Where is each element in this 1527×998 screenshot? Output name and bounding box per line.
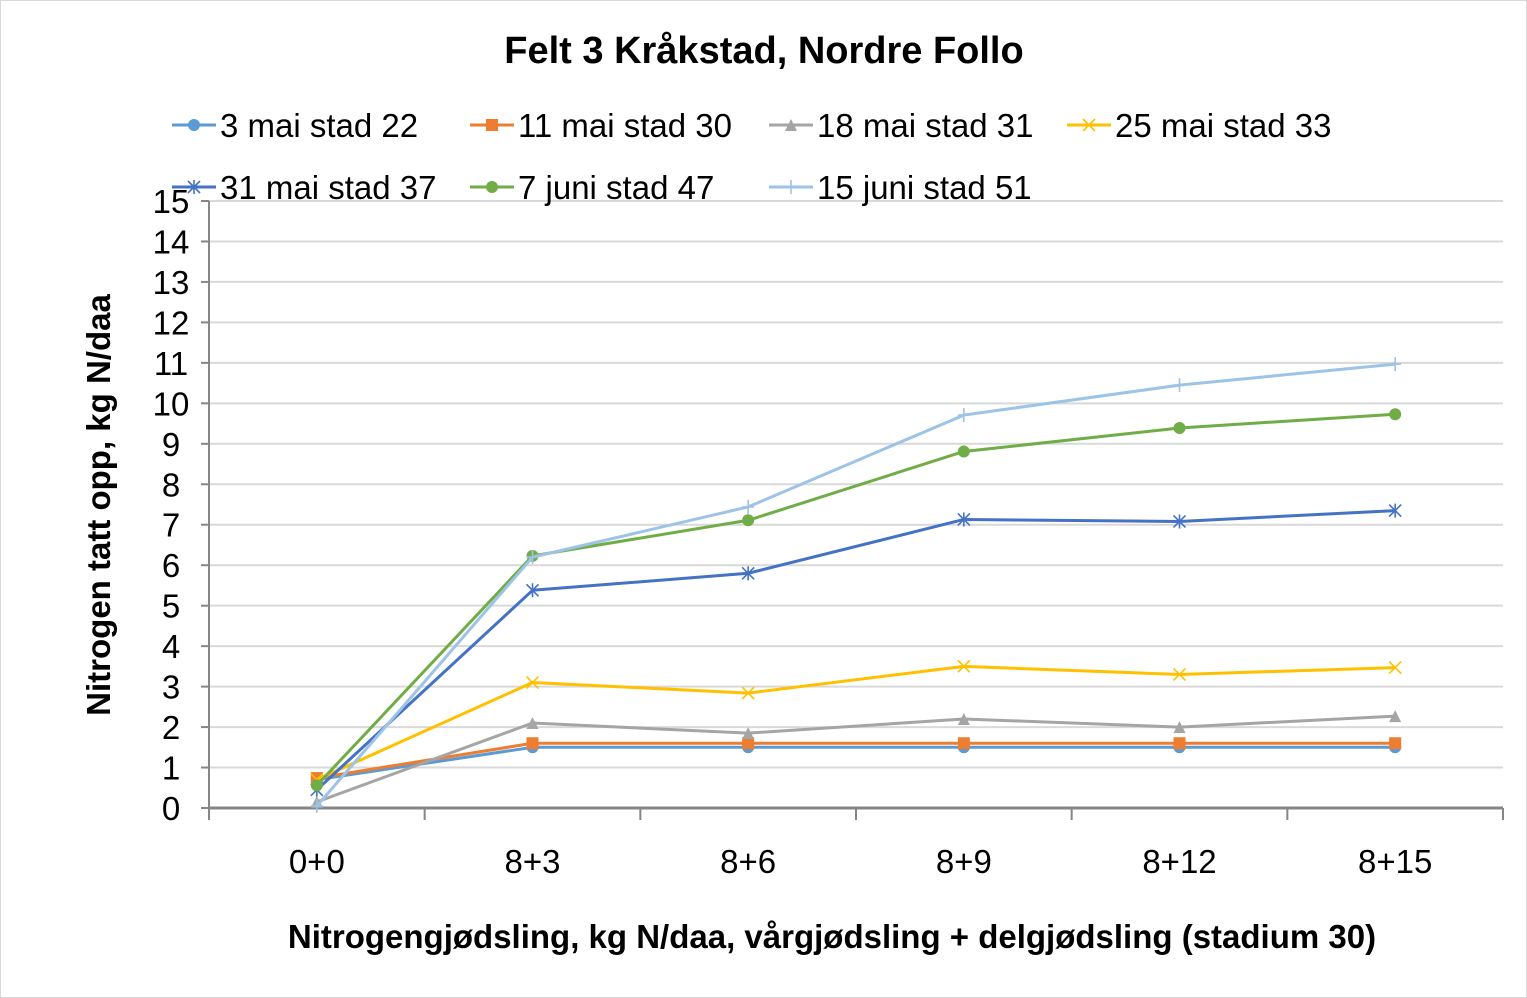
data-point <box>1173 422 1186 435</box>
series-line <box>315 509 1396 791</box>
x-tick-label: 8+3 <box>505 843 561 880</box>
data-point <box>486 119 498 131</box>
x-tick-label: 8+15 <box>1358 843 1432 880</box>
legend-label: 31 mai stad 37 <box>220 169 436 206</box>
data-point <box>957 445 970 458</box>
data-point <box>1173 737 1186 750</box>
x-axis-label: Nitrogengjødsling, kg N/daa, vårgjødslin… <box>288 918 1376 955</box>
data-point <box>526 737 539 750</box>
y-axis-label: Nitrogen tatt opp, kg N/daa <box>80 294 117 716</box>
legend-label: 18 mai stad 31 <box>817 107 1033 144</box>
legend-label: 11 mai stad 30 <box>518 107 732 144</box>
data-point <box>525 583 540 598</box>
legend-entry: 15 juni stad 51 <box>769 169 1032 206</box>
data-point <box>1389 408 1402 421</box>
series-line <box>315 412 1396 787</box>
series-7-juni-stad-47 <box>310 408 1402 792</box>
y-tick-label: 1 <box>162 750 180 787</box>
legend-entry: 25 mai stad 33 <box>1067 107 1331 144</box>
series-line <box>316 741 1396 780</box>
data-point <box>741 686 755 700</box>
y-tick-label: 14 <box>153 223 190 260</box>
data-point <box>525 675 540 690</box>
data-point <box>1389 357 1402 372</box>
legend-entry: 31 mai stad 37 <box>172 169 436 206</box>
y-tick-label: 6 <box>162 547 180 584</box>
data-point <box>785 119 797 131</box>
y-tick-label: 0 <box>162 790 180 827</box>
series-3-mai-stad-22 <box>310 741 1402 786</box>
y-tick-label: 8 <box>162 466 180 503</box>
x-tick-label: 8+12 <box>1142 843 1216 880</box>
legend-label: 7 juni stad 47 <box>518 169 714 206</box>
y-tick-label: 5 <box>162 588 180 625</box>
y-tick-label: 10 <box>153 385 190 422</box>
series-line <box>316 664 1396 782</box>
y-tick-label: 13 <box>153 264 190 301</box>
data-point <box>310 779 323 792</box>
data-point <box>526 550 539 565</box>
x-tick-label: 8+6 <box>720 843 776 880</box>
data-point <box>957 737 970 750</box>
data-point <box>957 659 971 673</box>
data-point <box>742 737 755 750</box>
y-tick-label: 9 <box>162 426 180 463</box>
data-point <box>957 408 970 423</box>
legend-label: 25 mai stad 33 <box>1115 107 1331 144</box>
data-point <box>526 717 539 730</box>
x-tick-label: 8+9 <box>936 843 992 880</box>
y-tick-label: 12 <box>153 304 190 341</box>
data-point <box>188 119 200 131</box>
legend-entry: 7 juni stad 47 <box>470 169 714 206</box>
series-18-mai-stad-31 <box>310 710 1402 808</box>
data-point <box>1082 118 1096 132</box>
data-point <box>1173 378 1186 393</box>
series-line <box>315 362 1396 807</box>
data-point <box>1389 737 1402 750</box>
y-tick-label: 11 <box>154 345 188 382</box>
data-point <box>957 512 971 527</box>
series-11-mai-stad-30 <box>310 737 1402 785</box>
data-point <box>1172 667 1187 682</box>
y-tick-label: 4 <box>162 628 180 665</box>
data-point <box>187 180 201 194</box>
y-tick-label: 3 <box>162 669 180 706</box>
data-point <box>1172 514 1187 529</box>
x-tick-label: 0+0 <box>289 843 345 880</box>
legend-entry: 11 mai stad 30 <box>470 107 732 144</box>
legend-label: 15 juni stad 51 <box>817 169 1032 206</box>
data-point <box>742 499 755 514</box>
data-point <box>1389 710 1402 723</box>
series-15-juni-stad-51 <box>310 357 1402 813</box>
data-point <box>1388 661 1402 675</box>
legend-entry: 3 mai stad 22 <box>172 107 418 144</box>
chart-title: Felt 3 Kråkstad, Nordre Follo <box>504 30 1023 72</box>
data-point <box>1388 503 1402 518</box>
legend-entry: 18 mai stad 31 <box>769 107 1033 144</box>
y-tick-label: 15 <box>153 183 190 220</box>
y-tick-label: 2 <box>162 709 180 746</box>
data-point <box>785 180 797 194</box>
data-point <box>742 727 755 740</box>
data-point <box>741 566 755 581</box>
y-tick-label: 7 <box>162 507 180 544</box>
data-point <box>486 181 498 193</box>
legend-label: 3 mai stad 22 <box>220 107 418 144</box>
data-point <box>742 514 755 527</box>
series-line <box>316 745 1396 782</box>
data-point <box>957 712 970 725</box>
series-line <box>316 714 1396 804</box>
data-point <box>310 798 323 813</box>
data-point <box>1173 721 1186 734</box>
